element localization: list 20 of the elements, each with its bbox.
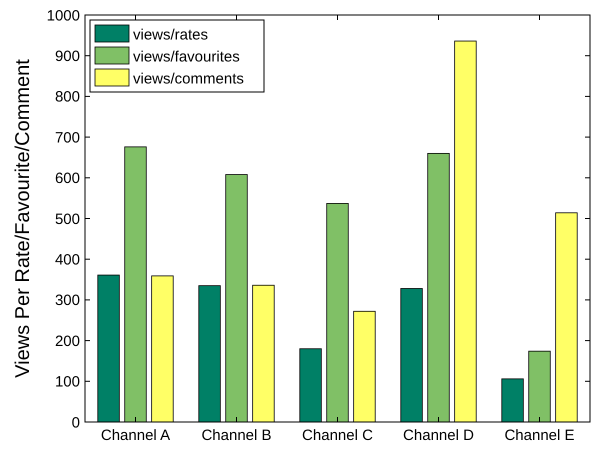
y-tick-label: 600 (54, 170, 80, 188)
y-tick-label: 200 (54, 332, 80, 350)
y-tick-label: 800 (54, 88, 80, 106)
x-tick-label: Channel E (504, 427, 575, 444)
legend-label: views/rates (133, 26, 208, 44)
legend-label: views/comments (133, 70, 244, 88)
y-tick-label: 1000 (46, 7, 80, 24)
y-tick-label: 100 (54, 374, 80, 391)
y-tick-label: 400 (54, 251, 80, 268)
x-tick-label: Channel A (100, 427, 170, 444)
legend-label: views/favourites (133, 48, 240, 66)
y-tick-label: 500 (54, 210, 80, 228)
y-tick-label: 900 (54, 48, 80, 65)
x-tick-label: Channel B (201, 427, 272, 444)
y-tick-label: 700 (54, 129, 80, 146)
y-tick-label: 0 (72, 414, 80, 432)
y-tick-label: 300 (54, 292, 80, 310)
y-axis-title: Views Per Rate/Favourite/Comment (12, 58, 34, 378)
x-tick-label: Channel C (302, 427, 374, 444)
x-tick-label: Channel D (403, 427, 474, 444)
